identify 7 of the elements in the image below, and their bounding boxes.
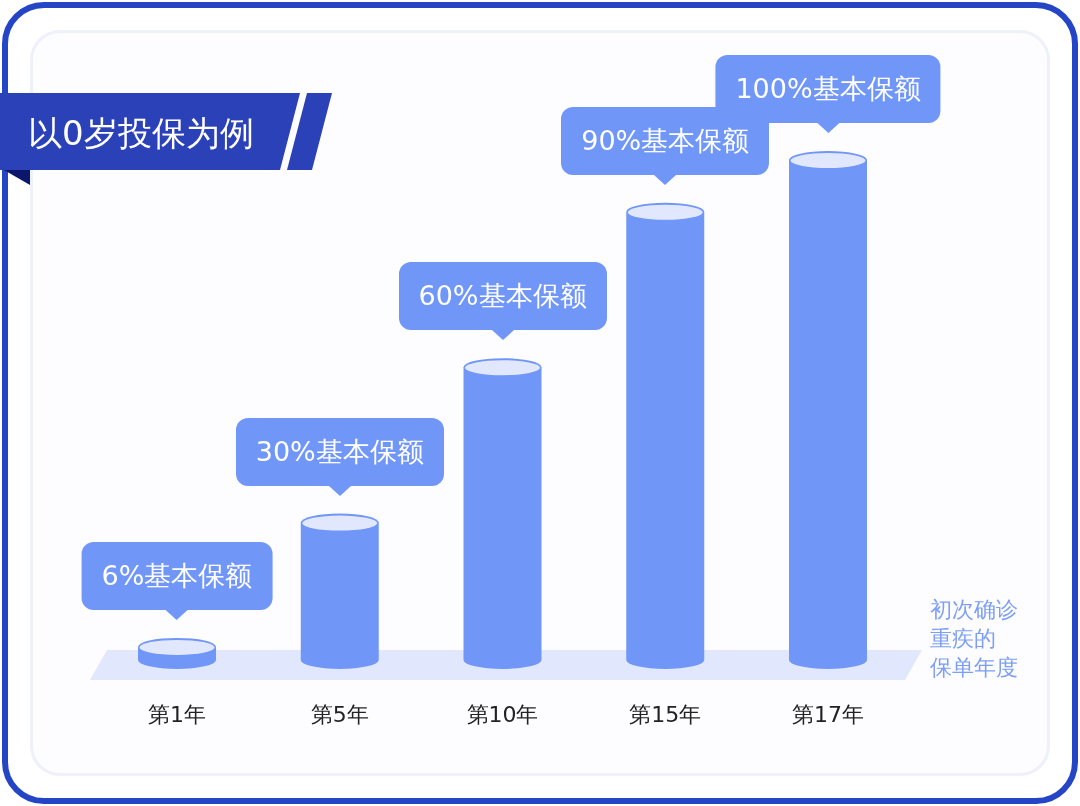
title: 以0岁投保为例 bbox=[28, 113, 254, 153]
x-tick-label: 第1年 bbox=[148, 702, 206, 727]
x-tick-label: 第5年 bbox=[310, 702, 369, 727]
x-tick-label: 第17年 bbox=[792, 702, 864, 727]
x-tick-label: 第10年 bbox=[466, 702, 539, 727]
x-axis-title: 初次确诊重疾的保单年度 bbox=[930, 597, 1018, 680]
x-tick-label: 第15年 bbox=[629, 702, 702, 727]
